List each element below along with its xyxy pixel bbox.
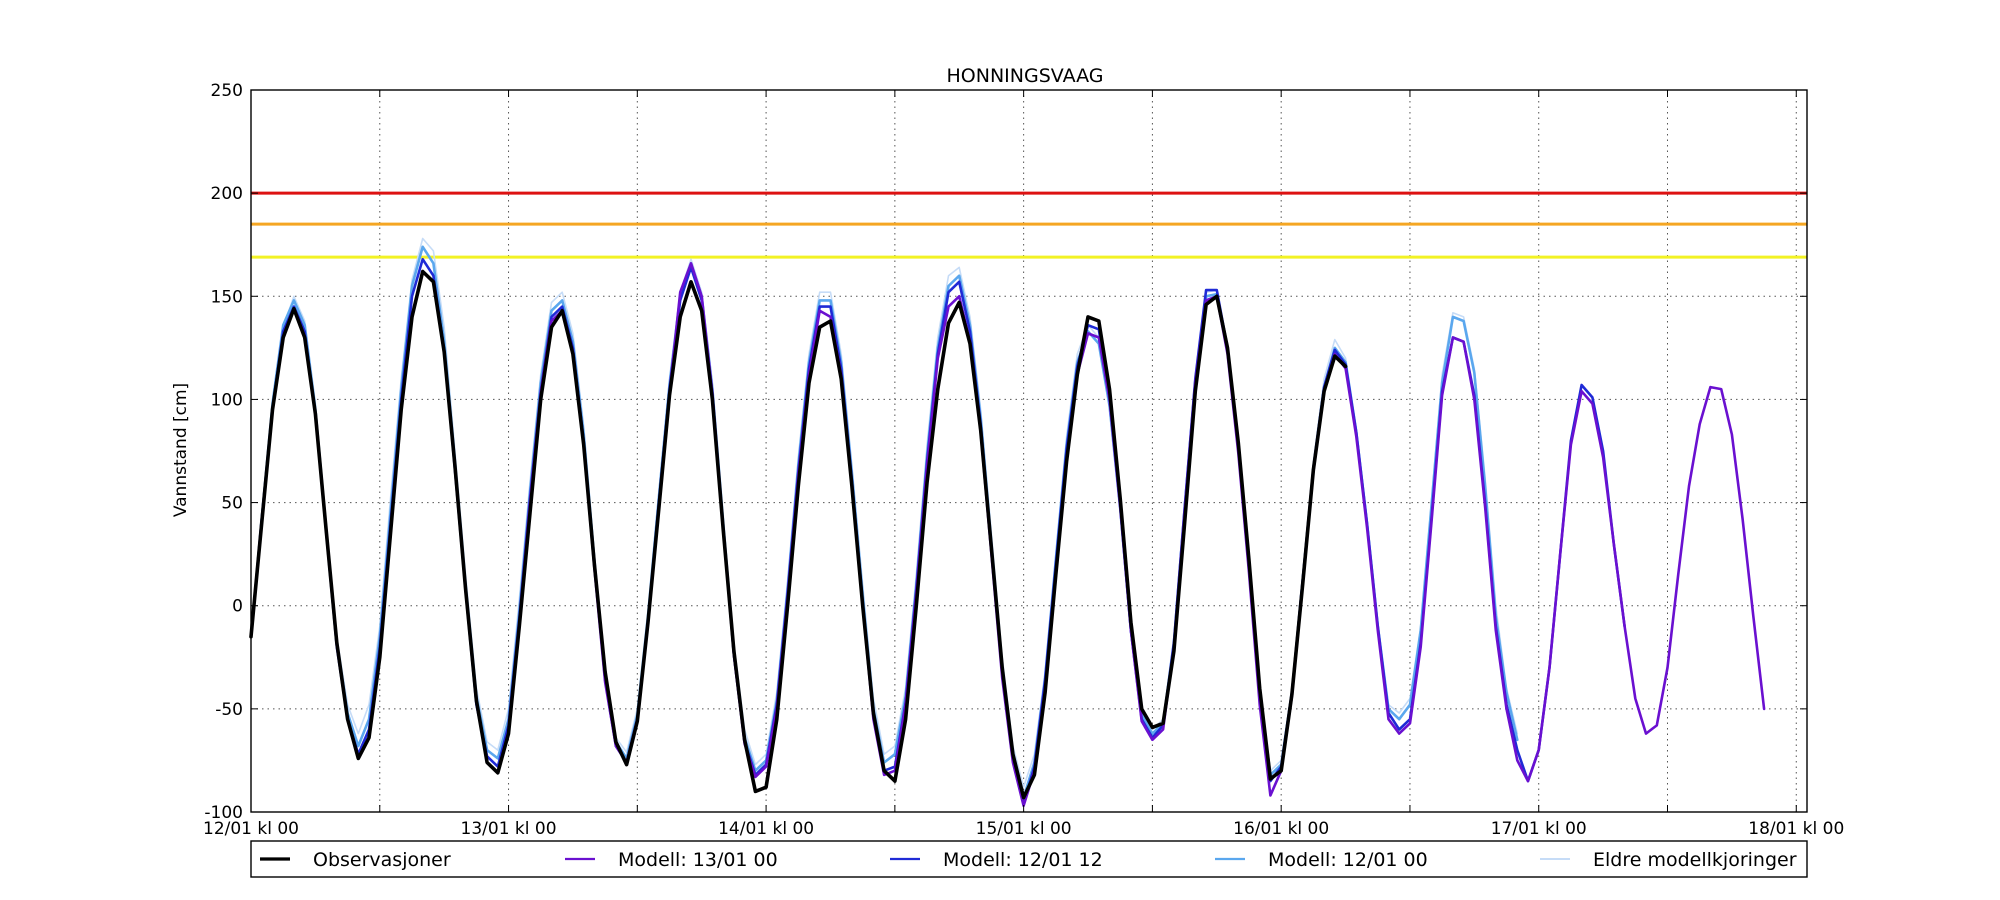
legend-label: Eldre modellkjoringer [1593, 849, 1797, 871]
x-tick-label: 15/01 kl 00 [976, 819, 1072, 839]
x-tick-label: 18/01 kl 00 [1748, 819, 1844, 839]
legend-label: Modell: 12/01 00 [1268, 849, 1428, 871]
y-tick-label: 0 [232, 597, 243, 617]
legend-label: Modell: 13/01 00 [618, 849, 778, 871]
threshold-lines [251, 191, 1807, 259]
series-line-modell-13-01-00 [507, 261, 1766, 808]
y-tick-label: 50 [221, 494, 243, 514]
plot-frame [250, 89, 1808, 813]
y-tick-label: -50 [215, 700, 243, 720]
y-tick-label: 150 [211, 287, 243, 307]
y-axis-label: Vannstand [cm] [171, 383, 191, 517]
series-lines [249, 237, 1766, 808]
y-ticks: -100 -50 0 50 100 150 200 250 [204, 81, 1807, 823]
y-tick-label: 100 [211, 390, 243, 410]
grid-lines [251, 90, 1807, 812]
legend-label: Observasjoner [313, 849, 451, 871]
x-tick-label: 16/01 kl 00 [1233, 819, 1329, 839]
x-tick-label: 13/01 kl 00 [461, 819, 557, 839]
y-tick-label: 200 [211, 184, 243, 204]
x-tick-label: 14/01 kl 00 [718, 819, 814, 839]
legend: Observasjoner Modell: 13/01 00 Modell: 12/… [250, 840, 1808, 878]
series-line-observasjoner [249, 269, 1348, 800]
x-tick-label: 12/01 kl 00 [203, 819, 299, 839]
legend-label: Modell: 12/01 12 [943, 849, 1103, 871]
y-tick-label: 250 [211, 81, 243, 101]
x-tick-label: 17/01 kl 00 [1491, 819, 1587, 839]
y-tick-label: -100 [204, 803, 243, 823]
x-ticks: 12/01 kl 00 13/01 kl 00 14/01 kl 00 15/01 k… [203, 90, 1844, 839]
chart-title: HONNINGSVAAG [947, 65, 1104, 87]
